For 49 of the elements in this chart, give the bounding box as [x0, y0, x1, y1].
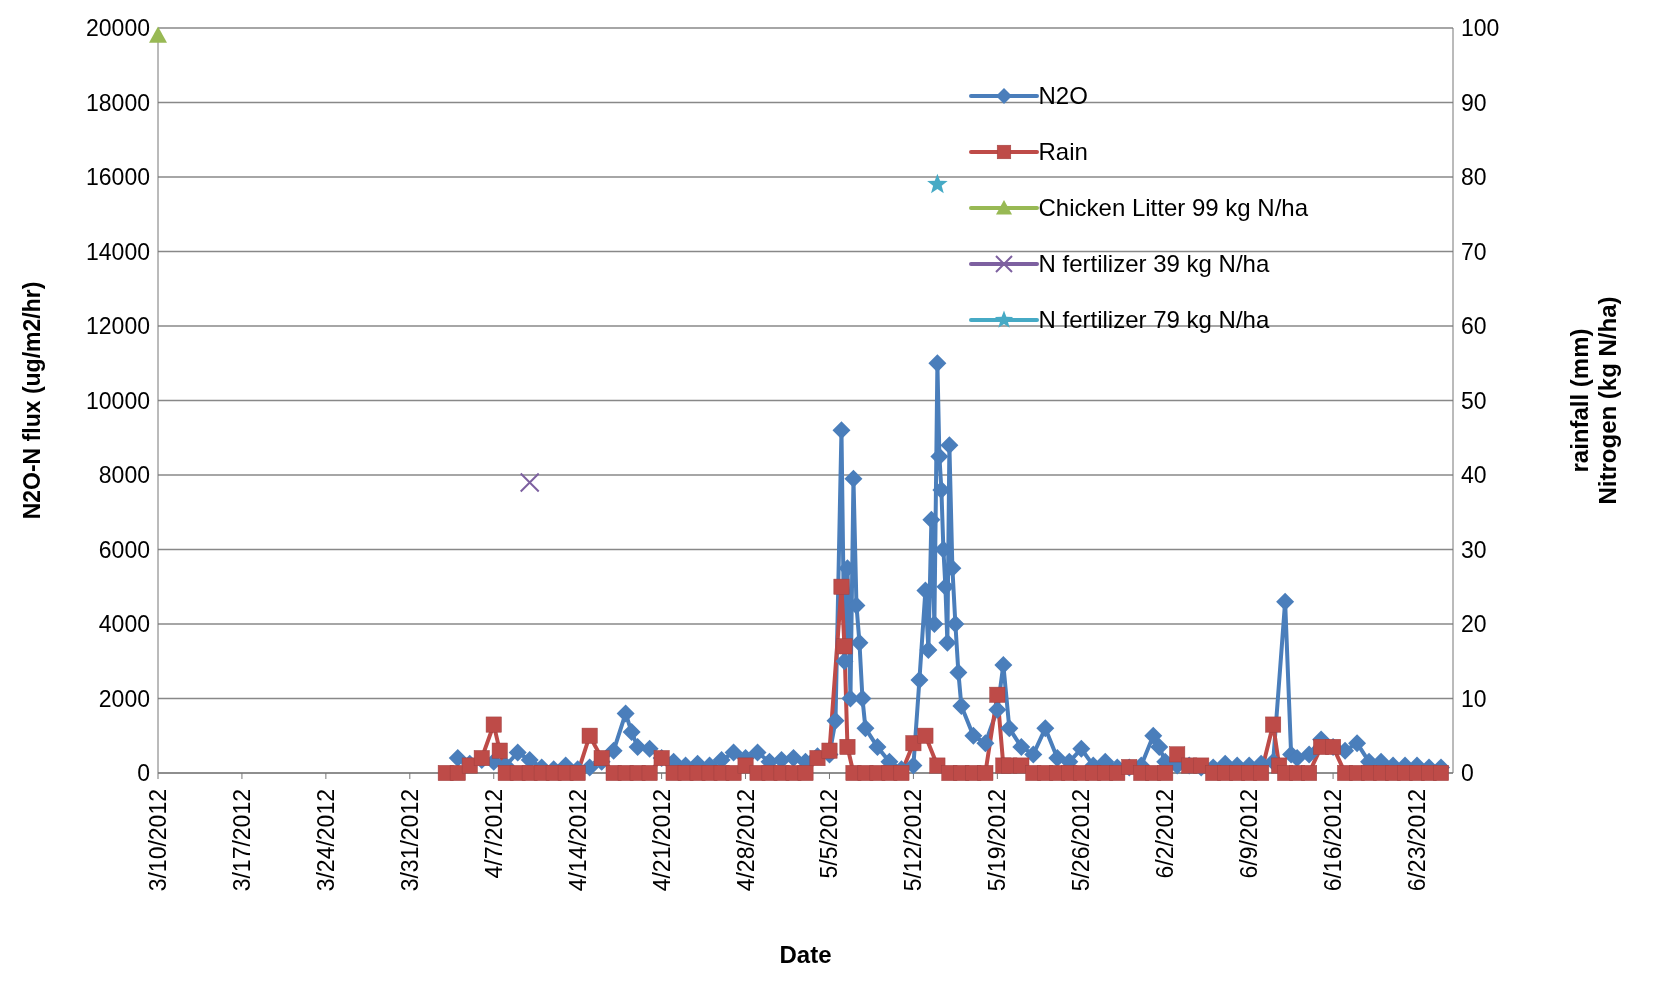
x-tick-label: 4/14/2012 — [564, 789, 591, 892]
y2-tick-label: 20 — [1461, 611, 1487, 638]
y-tick-label: 4000 — [98, 611, 150, 638]
point — [927, 173, 948, 194]
x-tick-label: 3/31/2012 — [396, 789, 423, 892]
point — [519, 472, 540, 493]
y-tick-label: 10000 — [86, 387, 150, 414]
x-tick-label: 4/28/2012 — [732, 789, 759, 892]
y2-tick-label: 0 — [1461, 760, 1474, 787]
y2-tick-label: 40 — [1461, 462, 1487, 489]
y2-tick-label: 70 — [1461, 238, 1487, 265]
y-tick-label: 18000 — [86, 89, 150, 116]
x-tick-label: 6/2/2012 — [1152, 789, 1179, 879]
x-tick-label: 6/23/2012 — [1404, 789, 1431, 892]
x-tick-label: 6/9/2012 — [1236, 789, 1263, 879]
legend-label: N fertilizer 39 kg N/ha — [1038, 250, 1270, 278]
x-tick-label: 5/19/2012 — [984, 789, 1011, 892]
x-tick-label: 6/16/2012 — [1320, 789, 1347, 892]
x-tick-label: 4/7/2012 — [480, 789, 507, 879]
y2-tick-label: 60 — [1461, 313, 1487, 340]
y2-tick-label: 90 — [1461, 89, 1487, 116]
y2-tick-label: 10 — [1461, 685, 1487, 712]
x-tick-label: 5/5/2012 — [816, 789, 843, 879]
legend-label: Rain — [1038, 138, 1088, 166]
x-tick-label: 4/21/2012 — [648, 789, 675, 892]
y-tick-label: 6000 — [98, 536, 150, 563]
y-tick-label: 12000 — [86, 313, 150, 340]
x-tick-label: 3/10/2012 — [145, 789, 171, 892]
x-tick-label: 3/24/2012 — [312, 789, 339, 892]
y-tick-label: 16000 — [86, 164, 150, 191]
point — [149, 26, 167, 43]
y-tick-label: 2000 — [98, 685, 150, 712]
x-tick-label: 5/26/2012 — [1068, 789, 1095, 892]
x-tick-label: 5/12/2012 — [900, 789, 927, 892]
legend-label: N2O — [1038, 82, 1088, 110]
y2-axis-title: rainfall (mm) Nitrogen (kg N/ha) — [1566, 296, 1621, 505]
legend-label: N fertilizer 79 kg N/ha — [1038, 306, 1270, 334]
y-tick-label: 20000 — [86, 15, 150, 42]
x-tick-label: 3/17/2012 — [228, 789, 255, 892]
y-tick-label: 14000 — [86, 238, 150, 265]
y2-tick-label: 50 — [1461, 387, 1487, 414]
y2-tick-label: 80 — [1461, 164, 1487, 191]
y-tick-label: 8000 — [98, 462, 150, 489]
x-axis-title: Date — [779, 941, 832, 968]
legend-label: Chicken Litter 99 kg N/ha — [1038, 194, 1308, 222]
y2-tick-label: 100 — [1461, 15, 1500, 42]
y2-tick-label: 30 — [1461, 536, 1487, 563]
y-axis-title: N2O-N flux (ug/m2/hr) — [19, 281, 46, 520]
y-tick-label: 0 — [137, 760, 150, 787]
